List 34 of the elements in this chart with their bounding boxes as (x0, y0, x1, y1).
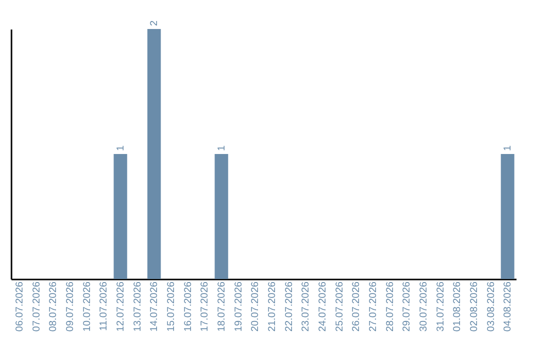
x-tick-label: 02.08.2026 (468, 281, 480, 332)
data-label: 1 (502, 145, 514, 151)
x-tick-label: 01.08.2026 (452, 281, 464, 332)
x-tick-label: 14.07.2026 (149, 281, 160, 332)
x-tick-label: 03.08.2026 (486, 281, 497, 332)
x-tick-label: 08.07.2026 (48, 281, 60, 332)
x-tick-label: 15.07.2026 (166, 281, 177, 332)
x-tick-label: 11.07.2026 (98, 281, 110, 331)
x-tick-label: 10.07.2026 (82, 281, 93, 332)
data-label: 2 (149, 20, 160, 26)
x-tick-label: 12.07.2026 (115, 281, 126, 332)
x-tick-label: 31.07.2026 (435, 281, 446, 332)
x-tick-label: 30.07.2026 (418, 281, 430, 332)
x-tick-label: 28.07.2026 (384, 281, 396, 332)
x-tick-label: 07.07.2026 (31, 281, 42, 332)
data-label: 1 (115, 145, 126, 151)
x-tick-label: 21.07.2026 (266, 281, 278, 332)
x-tick-label: 25.07.2026 (334, 281, 346, 332)
data-label: 1 (216, 145, 228, 151)
x-tick-label: 19.07.2026 (233, 281, 244, 332)
x-tick-label: 26.07.2026 (351, 281, 362, 332)
x-tick-label: 17.07.2026 (200, 281, 211, 332)
x-tick-label: 20.07.2026 (250, 281, 262, 332)
x-tick-label: 27.07.2026 (368, 281, 379, 332)
x-tick-label: 24.07.2026 (317, 281, 328, 332)
x-tick-label: 04.08.2026 (502, 281, 514, 332)
x-tick-label: 22.07.2026 (284, 281, 295, 332)
x-tick-label: 13.07.2026 (132, 281, 144, 332)
x-tick-label: 09.07.2026 (64, 281, 76, 332)
x-tick-label: 18.07.2026 (216, 281, 228, 332)
x-tick-label: 06.07.2026 (14, 281, 26, 332)
x-tick-label: 23.07.2026 (300, 281, 312, 332)
x-tick-label: 29.07.2026 (402, 281, 413, 332)
x-tick-label: 16.07.2026 (182, 281, 194, 332)
